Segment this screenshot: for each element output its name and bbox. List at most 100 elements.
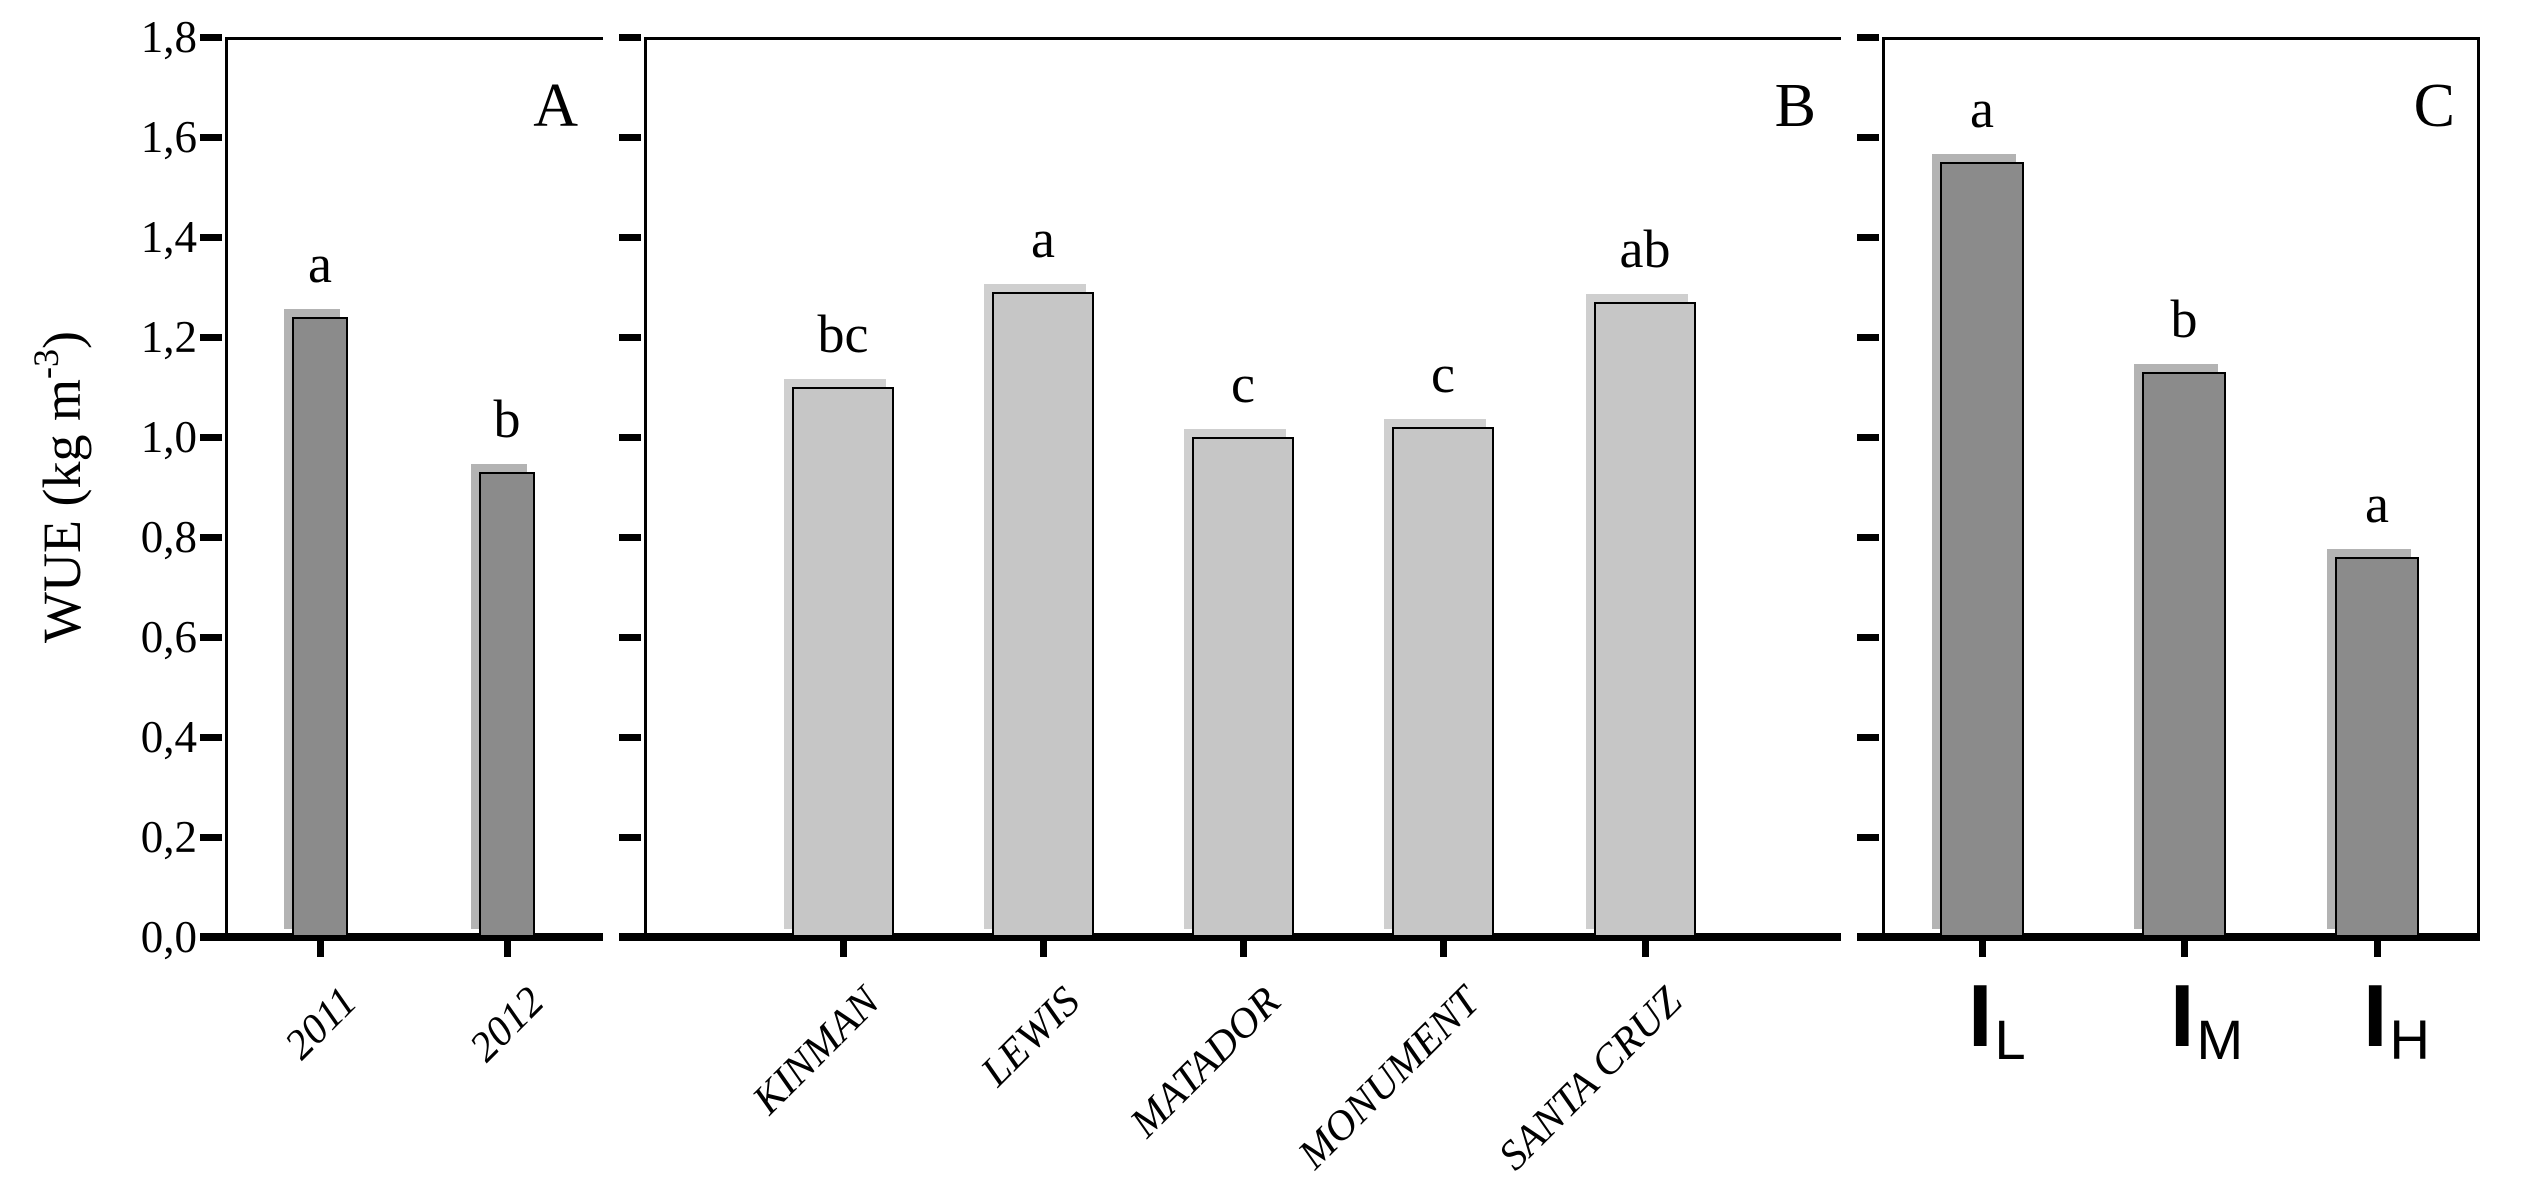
x-axis-line	[1857, 933, 2480, 941]
y-axis-title: WUE (kg m-3)	[26, 331, 92, 643]
bar	[2142, 372, 2226, 937]
y-axis-line	[225, 37, 228, 937]
x-category-label-subscript: L	[1994, 1008, 2026, 1071]
x-category-label: MATADOR	[1121, 978, 1290, 1147]
bar	[1192, 437, 1294, 937]
y-tick	[200, 834, 222, 841]
plot-right-border	[2477, 37, 2480, 937]
sig-letter: c	[1431, 344, 1455, 404]
y-axis-title-suffix: )	[32, 331, 92, 350]
y-tick-label: 1,8	[140, 12, 197, 62]
x-tick	[504, 941, 511, 957]
x-category-label-base: I	[2170, 966, 2195, 1065]
plot-top-border	[644, 37, 1841, 40]
y-tick	[200, 234, 222, 241]
panel-letter: B	[1774, 72, 1816, 140]
y-tick	[619, 334, 641, 341]
bar	[1392, 427, 1494, 937]
y-tick-label: 1,6	[140, 112, 197, 162]
y-tick	[619, 34, 641, 41]
bar	[1940, 162, 2024, 937]
x-category-label: 2011	[276, 978, 367, 1069]
x-category-label: LEWIS	[972, 978, 1090, 1096]
y-tick	[619, 634, 641, 641]
sig-letter: bc	[817, 304, 869, 364]
x-tick	[317, 941, 324, 957]
y-tick-label: 1,2	[140, 312, 197, 362]
bar	[479, 472, 535, 937]
x-tick	[2181, 941, 2188, 957]
y-tick-label: 0,2	[140, 812, 197, 862]
x-category-label-base: I	[2363, 966, 2388, 1065]
panel-letter: C	[2413, 72, 2455, 140]
y-tick	[619, 734, 641, 741]
plot-top-border	[1882, 37, 2480, 40]
y-tick	[1857, 634, 1879, 641]
y-tick	[1857, 534, 1879, 541]
y-tick	[1857, 734, 1879, 741]
panel-letter: A	[533, 72, 578, 140]
y-tick	[200, 434, 222, 441]
plot-top-border	[225, 37, 603, 40]
y-tick	[619, 234, 641, 241]
y-tick	[1857, 834, 1879, 841]
x-tick	[1642, 941, 1649, 957]
y-tick	[200, 334, 222, 341]
y-tick	[200, 634, 222, 641]
y-tick	[1857, 234, 1879, 241]
y-tick	[1857, 134, 1879, 141]
x-category-label: 2012	[461, 978, 554, 1071]
x-category-label: SANTA CRUZ	[1490, 978, 1692, 1179]
y-tick-label: 0,0	[140, 912, 197, 962]
y-tick	[619, 834, 641, 841]
sig-letter: b	[2170, 289, 2198, 349]
y-tick-label: 0,4	[140, 712, 197, 762]
bar	[792, 387, 894, 937]
x-category-label-base: I	[1968, 966, 1993, 1065]
y-tick	[200, 34, 222, 41]
sig-letter: a	[1970, 79, 1994, 139]
x-tick	[840, 941, 847, 957]
y-tick-label: 0,6	[140, 612, 197, 662]
x-tick	[1040, 941, 1047, 957]
x-axis-line	[619, 933, 1841, 941]
y-tick-label: 0,8	[140, 512, 197, 562]
bar	[992, 292, 1094, 937]
y-tick	[200, 734, 222, 741]
x-tick	[1240, 941, 1247, 957]
x-category-label-subscript: M	[2196, 1008, 2244, 1071]
y-tick	[200, 134, 222, 141]
y-tick	[619, 534, 641, 541]
bar	[1594, 302, 1696, 937]
y-tick	[619, 134, 641, 141]
y-tick-label: 1,0	[140, 412, 197, 462]
bar	[2335, 557, 2419, 937]
y-tick	[1857, 334, 1879, 341]
sig-letter: b	[493, 389, 521, 449]
panel-B: bc a c c ab B	[619, 34, 1841, 957]
x-tick	[1440, 941, 1447, 957]
y-axis-title-text: WUE (kg m	[32, 379, 92, 643]
sig-letter: a	[1031, 209, 1055, 269]
y-tick-label: 1,4	[140, 212, 197, 262]
y-tick	[1857, 34, 1879, 41]
y-tick	[200, 534, 222, 541]
panel-A: a b A	[200, 34, 603, 957]
x-tick	[2374, 941, 2381, 957]
y-axis-line	[644, 37, 647, 937]
x-category-label-subscript: H	[2389, 1008, 2430, 1071]
sig-letter: a	[308, 234, 332, 294]
y-tick	[619, 434, 641, 441]
x-category-label: KINMAN	[744, 978, 890, 1124]
y-axis-line	[1882, 37, 1885, 937]
y-axis-title-superscript: -3	[26, 349, 66, 380]
sig-letter: c	[1231, 354, 1255, 414]
bar	[292, 317, 348, 937]
x-tick	[1979, 941, 1986, 957]
y-tick	[1857, 434, 1879, 441]
x-category-label: MONUMENT	[1289, 978, 1490, 1178]
